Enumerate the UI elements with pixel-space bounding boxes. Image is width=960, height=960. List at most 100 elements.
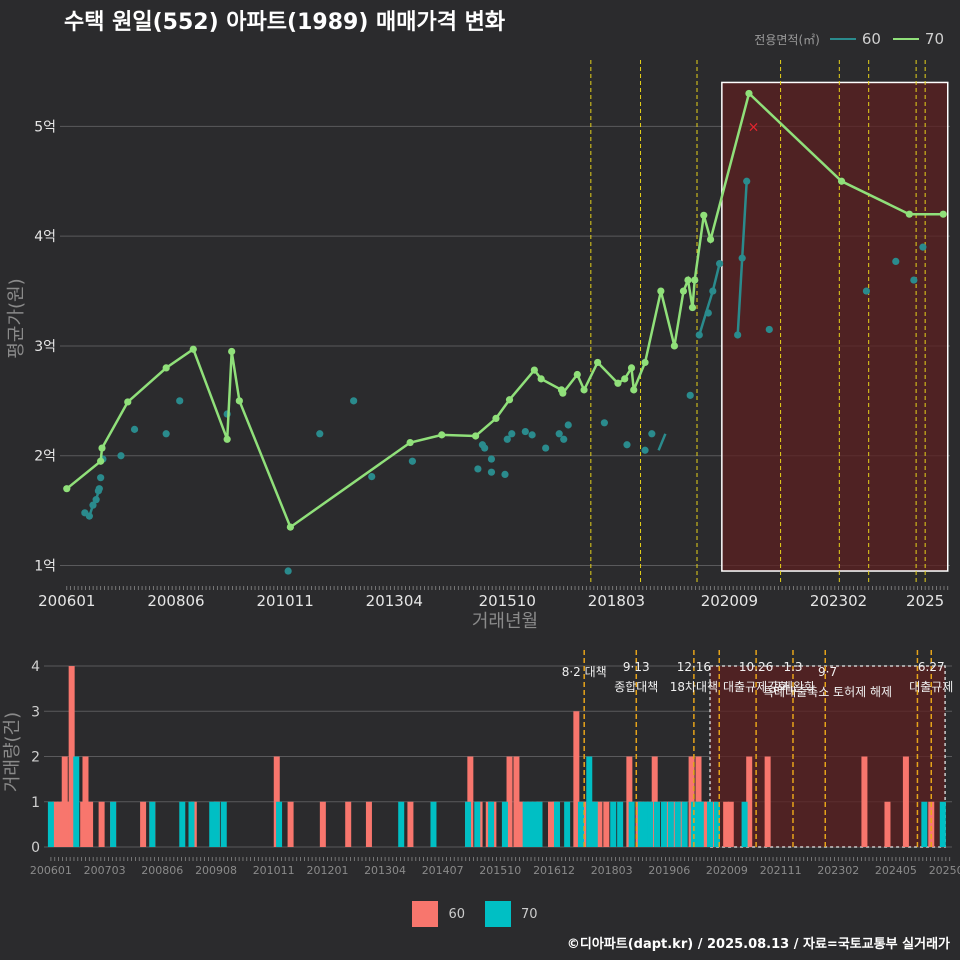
bar-x-tick-label: 201201 [306, 864, 348, 877]
x-tick-label: 200806 [147, 592, 204, 610]
legend-title: 전용면적(㎡) [754, 32, 820, 47]
series-70-point [505, 396, 514, 404]
series-70-point [905, 210, 913, 218]
series-70-point [614, 379, 622, 387]
x-axis-title: 거래년월 [472, 611, 538, 632]
policy-annotation: 종합대책 [614, 679, 658, 694]
series-60-point [501, 470, 509, 479]
series-70-point [223, 435, 231, 443]
series-70-point [406, 438, 414, 447]
bar-x-tick-label: 202507 [929, 864, 960, 877]
legend-box-60 [412, 901, 439, 927]
bar-x-tick-label: 201407 [422, 864, 464, 877]
series-60-point [743, 177, 751, 185]
policy-annotation: 9·7 [818, 665, 837, 679]
bar-70 [591, 801, 598, 847]
bar-60 [746, 756, 753, 847]
bar-60 [87, 801, 94, 847]
bar-70 [577, 801, 584, 847]
bar-x-tick-label: 201612 [533, 864, 575, 877]
bar-70 [660, 801, 667, 847]
series-70-point [235, 397, 243, 405]
chart-title: 수택 원일(552) 아파트(1989) 매매가격 변화 [64, 10, 506, 35]
policy-annotation: 8·2 대책 [562, 664, 607, 679]
bar-60 [365, 801, 372, 847]
series-60-point [481, 444, 489, 452]
policy-annotation: 12·16 [677, 660, 711, 674]
policy-annotation: 대출규제강화 [723, 680, 789, 694]
bar-70 [617, 801, 624, 847]
bar-y-axis-title: 거래량(건) [2, 712, 23, 792]
bar-70 [474, 801, 481, 847]
bar-70 [681, 801, 688, 847]
bar-60 [287, 801, 294, 847]
series-60-point [641, 446, 649, 454]
legend-swatch-70 [892, 38, 919, 40]
series-70-point [621, 375, 629, 383]
bar-60 [596, 801, 603, 847]
bar-x-tick-label: 201906 [648, 864, 690, 877]
bar-70 [465, 801, 472, 847]
bar-70 [149, 801, 156, 847]
x-tick-label: 200601 [38, 592, 95, 610]
series-60-point [910, 276, 918, 284]
bar-y-tick-label: 3 [31, 704, 40, 720]
bar-x-tick-label: 202111 [760, 864, 802, 877]
series-70-point [939, 210, 947, 218]
bar-x-minor-ticks [50, 857, 951, 861]
bar-60 [506, 756, 513, 847]
legend-bottom-label-60: 60 [448, 906, 465, 922]
x-tick-label: 201510 [479, 592, 536, 610]
series-70-point [688, 303, 697, 312]
bar-60 [764, 756, 771, 847]
bar-60 [98, 801, 105, 847]
y-tick-label: 4억 [34, 229, 56, 245]
series-60-line [657, 433, 667, 451]
series-70-point [63, 485, 71, 493]
series-60-point [117, 452, 125, 460]
series-60-point [623, 441, 631, 449]
bar-70 [501, 801, 508, 847]
bar-60 [727, 801, 734, 847]
x-tick-label: 2025 [906, 592, 944, 610]
bar-x-tick-label: 200806 [141, 864, 183, 877]
bar-x-tick-label: 201304 [364, 864, 406, 877]
series-60-point [508, 430, 516, 438]
series-70-point [594, 358, 602, 367]
series-60-point [474, 465, 482, 473]
series-60-point [542, 444, 550, 452]
series-70-point [706, 235, 715, 244]
bar-60 [57, 801, 64, 847]
series-70-point [530, 366, 538, 374]
bar-y-tick-label: 4 [31, 659, 40, 675]
bar-70 [642, 801, 649, 847]
series-60-point [85, 512, 93, 520]
bar-70 [47, 801, 54, 847]
bar-70 [610, 801, 617, 847]
legend-box-70 [485, 901, 511, 927]
y-tick-label: 2억 [34, 449, 56, 465]
series-70-point [537, 375, 545, 383]
bar-70 [398, 801, 405, 847]
legend-label-60: 60 [861, 30, 881, 48]
series-70-point [98, 444, 106, 452]
bar-70 [73, 756, 80, 847]
series-60-point [564, 421, 572, 429]
x-tick-label: 202009 [701, 592, 758, 610]
bar-60 [928, 801, 935, 847]
bar-70 [667, 801, 674, 847]
series-60-point [97, 474, 105, 482]
series-60-point [862, 287, 871, 295]
series-70-point [630, 386, 638, 394]
series-60-point [162, 430, 170, 438]
legend-swatch-60 [829, 38, 856, 40]
series-60-point [94, 487, 103, 495]
policy-annotation: 규제완화 [771, 680, 815, 694]
series-60-point [89, 501, 97, 509]
bar-y-tick-label: 0 [31, 840, 40, 856]
bar-70 [713, 801, 720, 847]
bar-x-tick-label: 200601 [30, 864, 72, 877]
series-60-point [892, 257, 900, 266]
bar-60 [345, 801, 352, 847]
